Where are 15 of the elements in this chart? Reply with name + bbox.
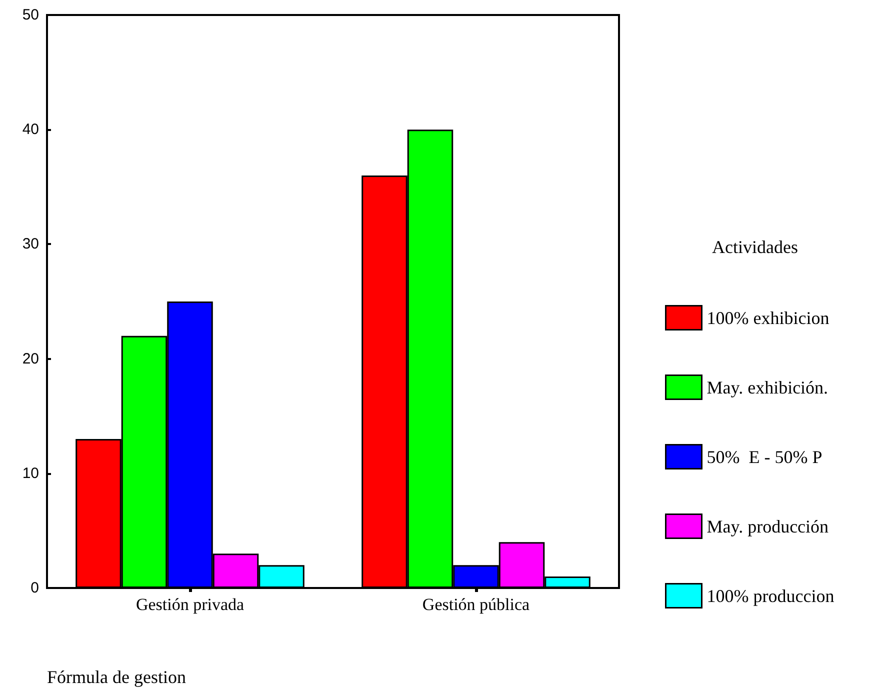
legend-label: 100% exhibicion — [706, 308, 830, 328]
legend-label: 100% produccion — [706, 586, 834, 606]
x-tick-label: Gestión pública — [422, 595, 530, 614]
legend-label: 50% E - 50% P — [706, 446, 822, 467]
x-axis-title: Fórmula de gestion — [47, 667, 186, 687]
legend-label: May. producción — [706, 516, 829, 536]
legend-label: May. exhibición. — [706, 377, 828, 398]
y-tick-label: 50 — [22, 6, 39, 24]
y-tick-label: 0 — [30, 580, 39, 596]
y-tick-label: 20 — [22, 350, 39, 368]
y-tick-label: 40 — [22, 121, 39, 138]
legend-title: Actividades — [712, 237, 798, 257]
x-tick-label: Gestión privada — [136, 595, 245, 614]
y-tick-label: 10 — [22, 464, 39, 482]
y-tick-label: 30 — [22, 236, 39, 253]
